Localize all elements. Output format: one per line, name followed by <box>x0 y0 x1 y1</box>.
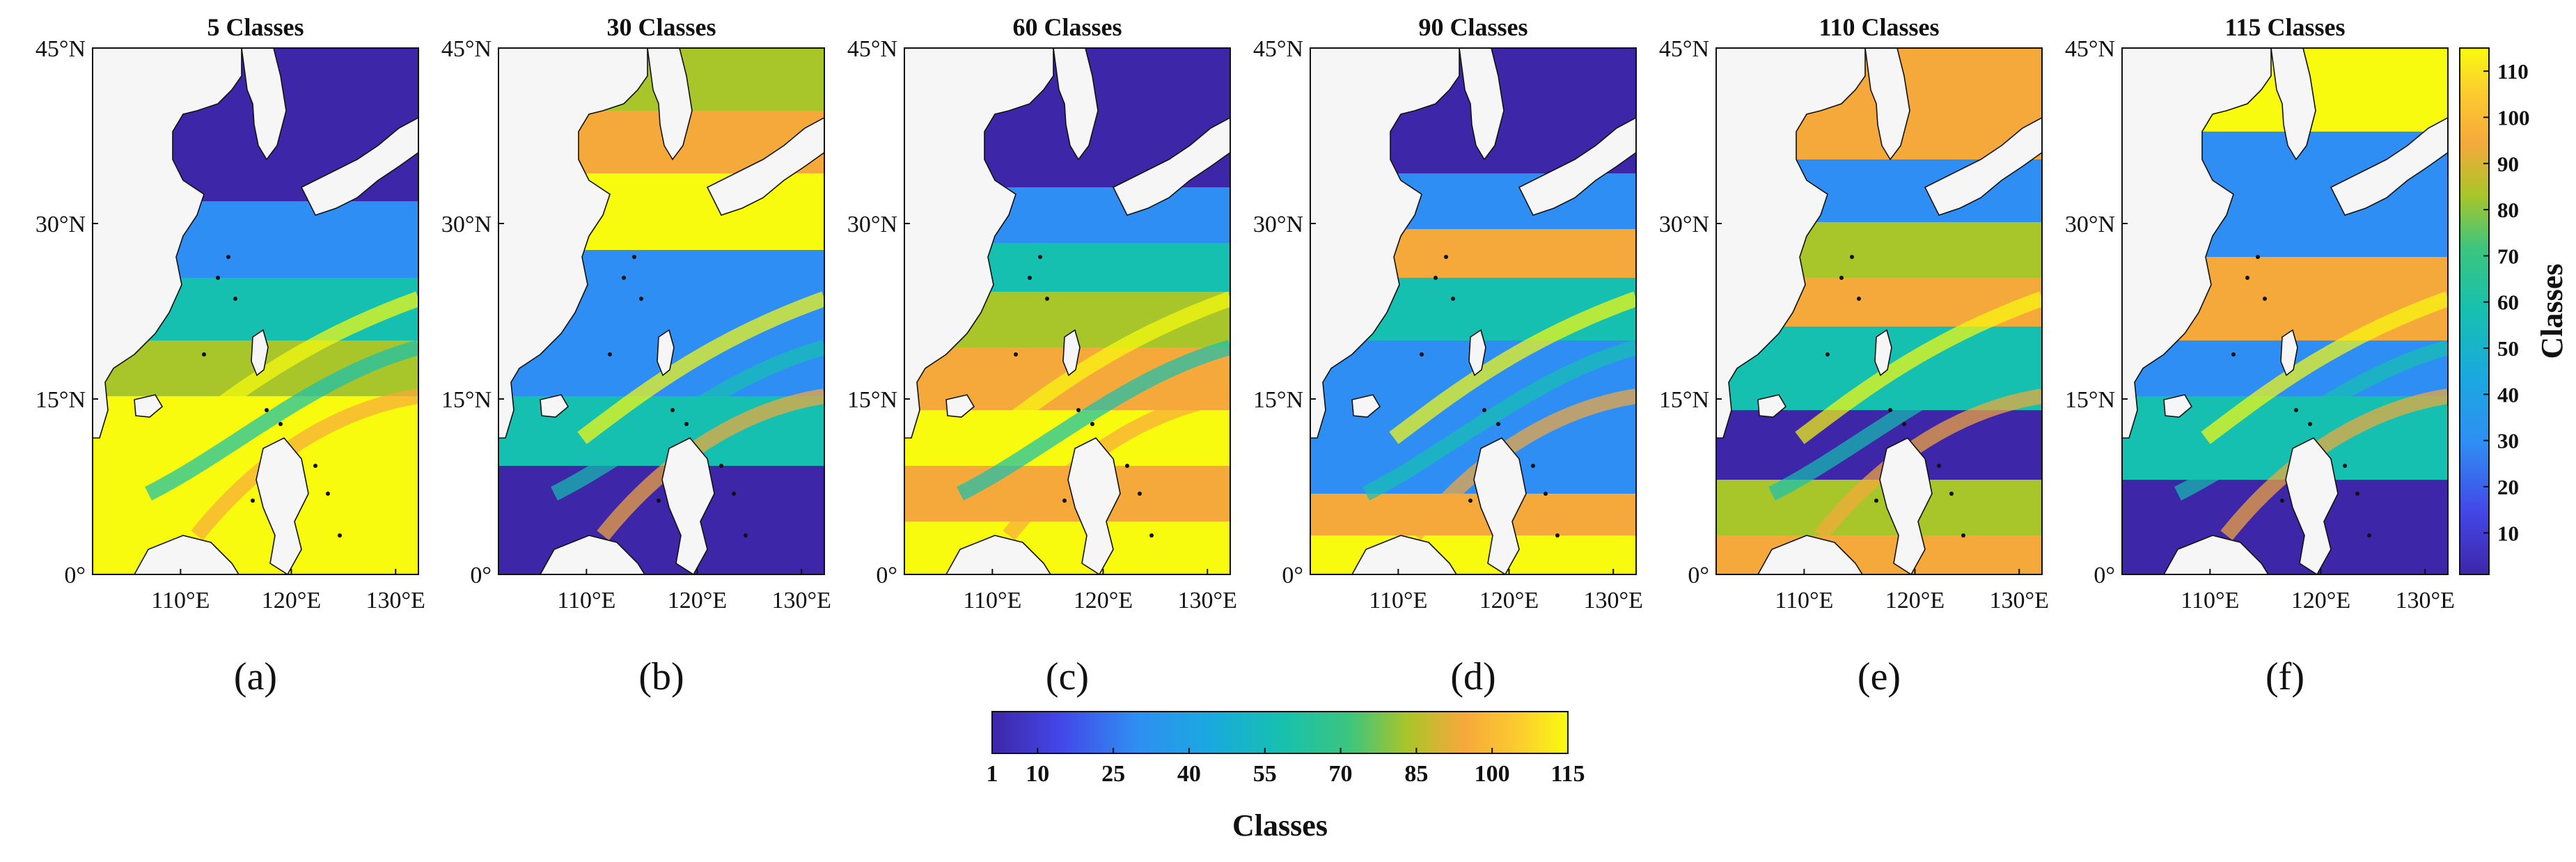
colorbar-right: 10 20 30 40 50 60 70 80 90 100 110 Classes <box>2459 47 2569 575</box>
lat-tick-label: 0° <box>876 563 897 588</box>
lat-tick-label: 45°N <box>36 36 86 62</box>
colorbar-right-tick: 90 <box>2497 152 2519 176</box>
lat-tick-label: 30°N <box>2065 212 2115 237</box>
class-band <box>904 410 1230 466</box>
map-frame <box>1715 47 2043 575</box>
panels-layer: 5 Classes 0° 15°N 30°N 45°N 110°E 120°E 130°E (a… <box>36 13 2455 698</box>
lon-tick-label: 110°E <box>2181 588 2239 613</box>
lon-tick-label: 120°E <box>1479 588 1539 613</box>
lat-tick-label: 0° <box>1282 563 1303 588</box>
lat-tick-label: 15°N <box>2065 387 2115 413</box>
class-band <box>1716 480 2042 535</box>
lon-tick-label: 120°E <box>2291 588 2350 613</box>
lat-tick-label: 30°N <box>847 212 897 237</box>
lat-tick-label: 0° <box>470 563 492 588</box>
lon-tick-label: 130°E <box>1584 588 1643 613</box>
colorbar-right-title: Classes <box>2535 264 2569 359</box>
panel-label-d: (d) <box>1450 655 1495 698</box>
panel-title: 5 Classes <box>207 13 304 41</box>
panel-label-c: (c) <box>1046 655 1089 698</box>
map-panel-d: 90 Classes 0° 15°N 30°N 45°N 110°E 120°E 130°E <box>1253 13 1643 613</box>
map-panel-c: 60 Classes 0° 15°N 30°N 45°N 110°E 120°E 130°E <box>847 13 1237 613</box>
colorbar-right-tick: 20 <box>2497 475 2519 499</box>
lat-tick-label: 15°N <box>36 387 86 413</box>
colorbar-bottom-tick: 100 <box>1475 761 1510 787</box>
map-frame <box>2121 47 2449 575</box>
map-panel-e: 110 Classes 0° 15°N 30°N 45°N 110°E 120°E 130°E <box>1659 13 2049 613</box>
map-panel-f: 115 Classes 0° 15°N 30°N 45°N 110°E 120°E 130°E <box>2065 13 2455 613</box>
lon-tick-label: 110°E <box>151 588 210 613</box>
lon-tick-label: 110°E <box>963 588 1021 613</box>
lat-tick-label: 45°N <box>1659 36 1709 62</box>
panel-label-a: (a) <box>234 655 277 698</box>
colorbar-bottom-gradient <box>991 711 1569 754</box>
lat-tick-label: 30°N <box>1659 212 1709 237</box>
class-band <box>2122 480 2448 574</box>
lat-tick-label: 45°N <box>441 36 492 62</box>
lat-tick-label: 0° <box>1688 563 1709 588</box>
colorbar-right-tick: 80 <box>2497 198 2519 222</box>
lon-tick-label: 110°E <box>1369 588 1427 613</box>
panel-label-b: (b) <box>638 655 684 698</box>
panel-title: 30 Classes <box>606 13 716 41</box>
colorbar-right-tick: 30 <box>2497 429 2519 453</box>
lat-tick-label: 0° <box>64 563 86 588</box>
lon-tick-label: 130°E <box>2396 588 2455 613</box>
lon-tick-label: 120°E <box>1074 588 1133 613</box>
lat-tick-label: 45°N <box>1253 36 1303 62</box>
panel-title: 110 Classes <box>1819 13 1939 41</box>
lon-tick-label: 130°E <box>1178 588 1237 613</box>
colorbar-bottom-tick: 40 <box>1177 761 1201 787</box>
panel-title: 90 Classes <box>1418 13 1527 41</box>
colorbar-bottom-tick: 85 <box>1404 761 1428 787</box>
colorbar-bottom-tick: 25 <box>1101 761 1125 787</box>
lat-tick-label: 30°N <box>441 212 492 237</box>
panel-title: 60 Classes <box>1012 13 1122 41</box>
colorbar-bottom-title: Classes <box>1232 808 1328 843</box>
lat-tick-label: 45°N <box>2065 36 2115 62</box>
lat-tick-label: 0° <box>2094 563 2115 588</box>
panel-title: 115 Classes <box>2224 13 2345 41</box>
colorbar-right-tick: 70 <box>2497 244 2519 268</box>
map-frame <box>904 47 1231 575</box>
lat-tick-label: 30°N <box>36 212 86 237</box>
panel-label-e: (e) <box>1858 655 1901 698</box>
colorbar-right-gradient <box>2459 47 2490 575</box>
lat-tick-label: 15°N <box>1253 387 1303 413</box>
lat-tick-label: 15°N <box>1659 387 1709 413</box>
lon-tick-label: 130°E <box>366 588 425 613</box>
lon-tick-label: 130°E <box>772 588 831 613</box>
colorbar-bottom: 1 10 25 40 55 70 85 100 115 Classes <box>987 711 1585 843</box>
colorbar-right-tick: 60 <box>2497 290 2519 315</box>
lon-tick-label: 110°E <box>557 588 615 613</box>
lat-tick-label: 15°N <box>847 387 897 413</box>
map-frame <box>498 47 825 575</box>
colorbar-bottom-tick: 1 <box>987 761 998 787</box>
lat-tick-label: 30°N <box>1253 212 1303 237</box>
lat-tick-label: 15°N <box>441 387 492 413</box>
map-panel-b: 30 Classes 0° 15°N 30°N 45°N 110°E 120°E 130°E <box>441 13 831 613</box>
colorbar-bottom-tick: 10 <box>1026 761 1049 787</box>
colorbar-bottom-tick: 115 <box>1550 761 1585 787</box>
colorbar-bottom-tick: 55 <box>1253 761 1277 787</box>
colorbar-right-tick: 110 <box>2497 59 2529 84</box>
lon-tick-label: 120°E <box>262 588 321 613</box>
map-panel-a: 5 Classes 0° 15°N 30°N 45°N 110°E 120°E 130°E <box>36 13 425 613</box>
lon-tick-label: 130°E <box>1990 588 2049 613</box>
colorbar-right-tick: 40 <box>2497 382 2519 407</box>
colorbar-bottom-tick: 70 <box>1329 761 1353 787</box>
panel-label-f: (f) <box>2265 655 2304 698</box>
map-frame <box>92 47 419 575</box>
class-band <box>1310 494 1636 535</box>
colorbar-right-tick: 100 <box>2497 105 2530 130</box>
map-frame <box>1310 47 1637 575</box>
lon-tick-label: 120°E <box>668 588 727 613</box>
lon-tick-label: 120°E <box>1885 588 1945 613</box>
lon-tick-label: 110°E <box>1775 588 1833 613</box>
colorbar-right-tick: 10 <box>2497 521 2519 545</box>
lat-tick-label: 45°N <box>847 36 897 62</box>
colorbar-right-tick: 50 <box>2497 336 2519 361</box>
